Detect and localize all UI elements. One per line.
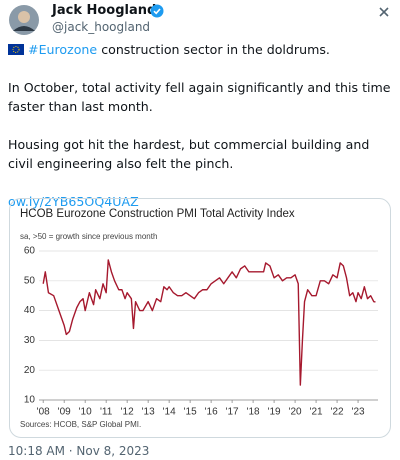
- text: Housing got hit the hardest, but commerc…: [8, 137, 370, 171]
- chart-image[interactable]: HCOB Eurozone Construction PMI Total Act…: [9, 198, 391, 438]
- x-tick-label: '12: [121, 407, 134, 418]
- x-tick-label: '09: [58, 407, 71, 418]
- x-tick-label: '16: [205, 407, 218, 418]
- link[interactable]: ow.ly/2YB65OQ4UAZ: [8, 194, 139, 209]
- author-handle[interactable]: @jack_hoogland: [52, 20, 151, 34]
- y-tick-label: 30: [24, 335, 36, 346]
- text: construction sector in the doldrums.: [101, 42, 330, 57]
- x-tick-label: '20: [289, 407, 302, 418]
- timestamp[interactable]: 10:18 AM · Nov 8, 2023: [8, 444, 150, 458]
- y-tick-label: 40: [24, 305, 36, 316]
- x-tick-label: '08: [37, 407, 50, 418]
- x-tick-label: '15: [184, 407, 197, 418]
- x-tick-label: '17: [226, 407, 239, 418]
- x-tick-label: '23: [352, 407, 365, 418]
- author-name[interactable]: Jack Hoogland: [52, 3, 157, 18]
- text: In October, total activity fell again si…: [8, 80, 391, 114]
- hashtag[interactable]: #Eurozone: [28, 42, 98, 57]
- close-button[interactable]: [378, 6, 390, 18]
- x-tick-label: '22: [331, 407, 344, 418]
- x-tick-label: '18: [247, 407, 260, 418]
- avatar[interactable]: [8, 4, 40, 36]
- x-tick-label: '11: [100, 407, 113, 418]
- x-tick-label: '10: [79, 407, 92, 418]
- chart-title: HCOB Eurozone Construction PMI Total Act…: [20, 208, 295, 220]
- chart-source: Sources: HCOB, S&P Global PMI.: [20, 420, 141, 429]
- x-tick-label: '13: [142, 407, 155, 418]
- y-tick-label: 50: [24, 275, 36, 286]
- y-tick-label: 10: [24, 395, 36, 406]
- x-tick-label: '19: [268, 407, 281, 418]
- y-tick-label: 60: [24, 246, 36, 257]
- eu-flag: [8, 44, 24, 55]
- x-tick-label: '21: [310, 407, 323, 418]
- chart: HCOB Eurozone Construction PMI Total Act…: [20, 208, 378, 429]
- chart-subtitle: sa, >50 = growth since previous month: [20, 232, 157, 241]
- tweet-text: #Eurozone construction sector in the dol…: [8, 40, 392, 230]
- verified-badge: [150, 4, 164, 18]
- data-line: [42, 259, 376, 386]
- y-tick-label: 20: [24, 365, 36, 376]
- x-tick-label: '14: [163, 407, 176, 418]
